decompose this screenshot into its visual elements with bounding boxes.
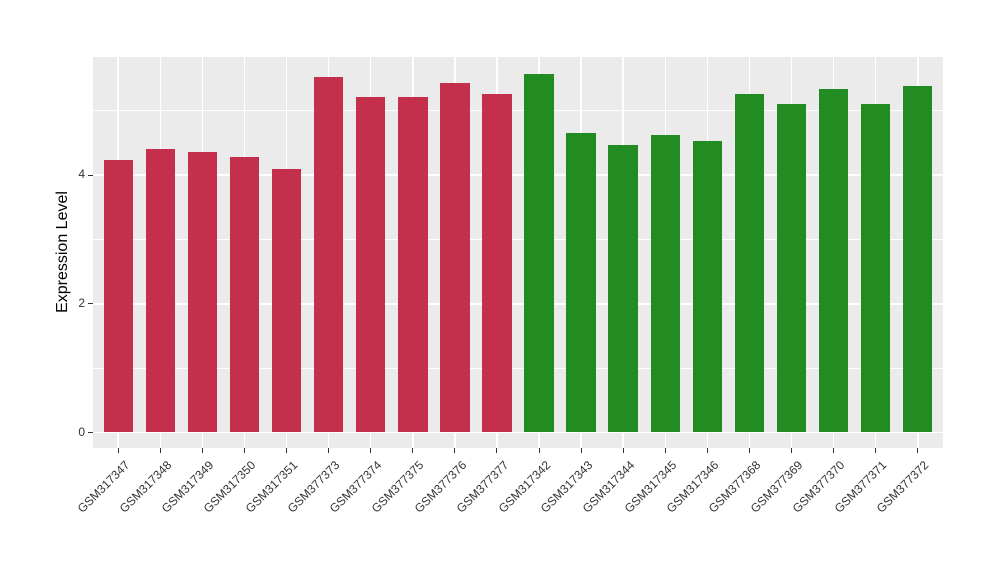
x-axis-tick xyxy=(875,448,877,453)
x-axis-tick xyxy=(328,448,330,453)
x-axis-tick xyxy=(706,448,708,453)
bar-GSM377375[interactable] xyxy=(398,97,428,433)
bar-GSM317350[interactable] xyxy=(229,157,260,433)
bar-GSM317342[interactable] xyxy=(524,74,554,433)
x-axis-tick xyxy=(201,448,203,453)
major-gridline xyxy=(93,174,943,176)
major-gridline xyxy=(93,431,943,434)
major-gridline xyxy=(93,303,943,305)
bar-GSM377374[interactable] xyxy=(355,97,386,433)
bar-GSM317344[interactable] xyxy=(608,145,638,433)
x-axis-tick xyxy=(412,448,414,453)
x-axis-tick xyxy=(286,448,288,453)
bar-GSM317349[interactable] xyxy=(187,151,218,433)
bar-GSM317346[interactable] xyxy=(692,140,723,433)
y-axis-tick-label: 2 xyxy=(78,295,85,310)
x-axis-tick xyxy=(791,448,792,453)
bar-GSM377368[interactable] xyxy=(734,93,765,433)
y-axis-tick xyxy=(87,303,93,305)
y-axis-tick xyxy=(87,174,93,176)
bar-GSM377370[interactable] xyxy=(818,88,849,433)
y-axis-tick-label: 0 xyxy=(78,424,85,439)
plot-panel xyxy=(93,57,943,448)
y-axis-tick xyxy=(87,432,93,433)
x-axis-tick xyxy=(159,448,161,453)
x-axis-tick xyxy=(370,448,372,453)
bar-GSM317343[interactable] xyxy=(566,132,596,433)
x-axis-tick xyxy=(454,448,456,453)
bar-GSM377376[interactable] xyxy=(440,83,470,433)
x-axis-tick xyxy=(243,448,245,453)
x-axis-tick xyxy=(580,448,582,453)
bar-GSM317351[interactable] xyxy=(271,169,302,433)
x-axis-tick xyxy=(917,448,919,453)
x-axis-tick xyxy=(622,448,624,453)
bar-GSM377373[interactable] xyxy=(313,77,344,433)
x-axis-tick xyxy=(664,448,666,453)
y-axis-title: Expression Level xyxy=(54,191,71,313)
x-axis-tick xyxy=(117,448,119,453)
x-axis-tick xyxy=(538,448,540,453)
bar-GSM317345[interactable] xyxy=(650,134,680,433)
bar-GSM377372[interactable] xyxy=(903,86,933,433)
x-axis-tick xyxy=(833,448,835,453)
y-axis-tick-label: 4 xyxy=(78,167,85,182)
minor-gridline xyxy=(93,367,943,369)
bar-GSM317347[interactable] xyxy=(103,160,133,433)
bar-GSM317348[interactable] xyxy=(145,149,176,433)
bar-GSM377369[interactable] xyxy=(776,104,807,433)
minor-gridline xyxy=(93,239,943,240)
x-axis-tick xyxy=(748,448,750,453)
minor-gridline xyxy=(93,110,943,112)
bar-GSM377377[interactable] xyxy=(482,93,512,433)
bar-GSM377371[interactable] xyxy=(860,103,891,433)
x-axis-tick xyxy=(496,448,498,453)
